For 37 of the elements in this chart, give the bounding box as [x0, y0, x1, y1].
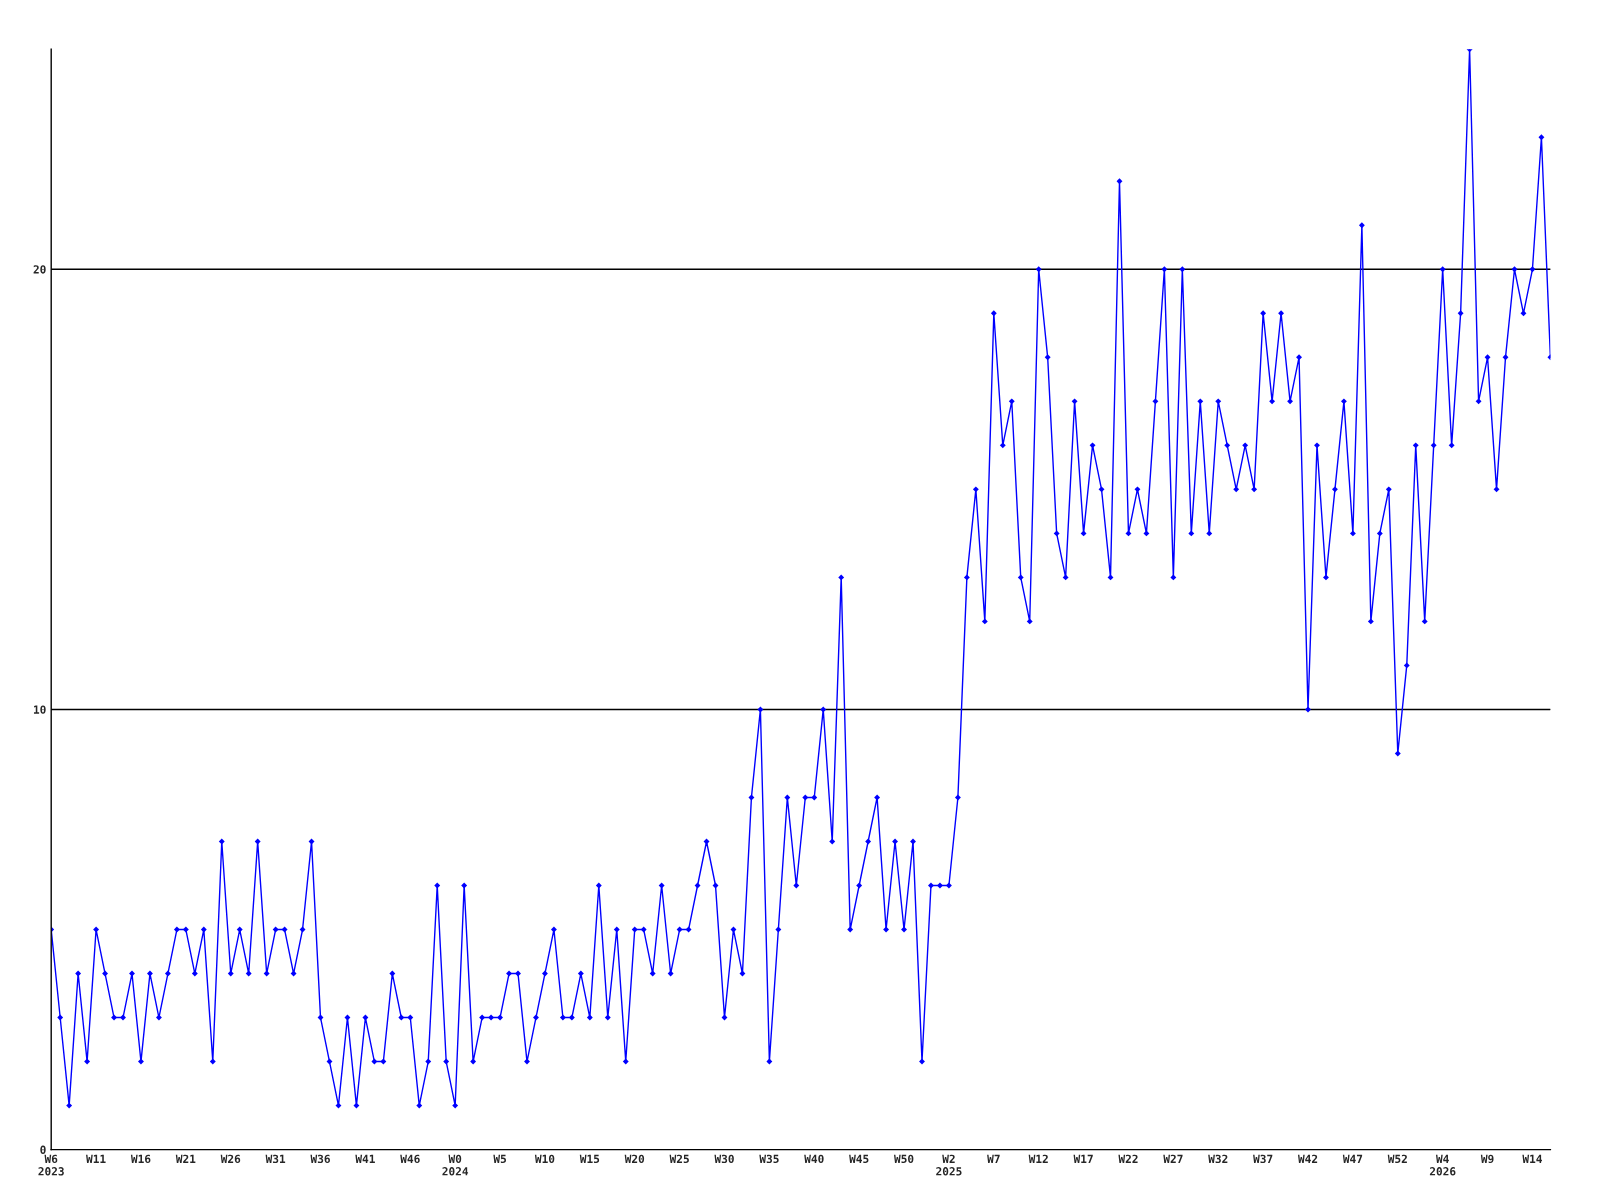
x-tick-label: W14: [1522, 1154, 1542, 1163]
x-tick-label: W15: [579, 1154, 600, 1164]
x-tick-label: W50: [894, 1154, 914, 1164]
x-tick-label: W25: [669, 1154, 689, 1164]
x-tick-label: W42: [1297, 1154, 1318, 1163]
x-tick-label: W52: [1387, 1154, 1407, 1164]
x-tick-label: W17: [1073, 1154, 1093, 1163]
x-tick-label: W20: [624, 1154, 645, 1164]
x-tick-label: W27: [1163, 1154, 1183, 1163]
x-tick-label: W2 2025: [936, 1154, 962, 1176]
x-tick-label: W12: [1028, 1154, 1048, 1163]
x-tick-label: W7: [987, 1154, 1000, 1163]
x-tick-label: W40: [804, 1154, 824, 1164]
y-tick-label: 10: [33, 705, 46, 714]
x-tick-label: W46: [400, 1154, 420, 1164]
x-tick-label: W22: [1118, 1154, 1138, 1163]
x-tick-label: W30: [714, 1154, 734, 1164]
x-tick-label: W47: [1342, 1154, 1363, 1163]
x-tick-label: W16: [130, 1154, 151, 1164]
x-tick-label: W11: [86, 1154, 106, 1163]
x-tick-label: W5: [493, 1154, 506, 1164]
x-tick-label: W10: [534, 1154, 555, 1164]
x-tick-label: W36: [310, 1154, 330, 1164]
x-tick-label: W31: [265, 1154, 286, 1164]
x-tick-label: W9: [1480, 1154, 1494, 1164]
x-tick-label: W45: [849, 1154, 869, 1164]
x-tick-label: W41: [355, 1154, 375, 1163]
x-tick-label: W35: [759, 1154, 779, 1164]
x-tick-label: W37: [1253, 1154, 1273, 1164]
x-tick-label: W4 2026: [1429, 1154, 1456, 1176]
y-tick-label: 0: [40, 1145, 46, 1154]
x-tick-label: W0 2024: [442, 1154, 469, 1176]
y-tick-label: 20: [33, 265, 46, 274]
x-tick-label: W26: [220, 1154, 241, 1164]
x-tick-label: W6 2023: [38, 1154, 64, 1176]
x-tick-label: W32: [1208, 1154, 1228, 1164]
x-tick-label: W21: [175, 1154, 196, 1163]
